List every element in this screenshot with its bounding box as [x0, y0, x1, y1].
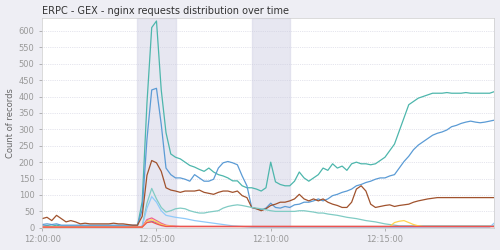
Text: ERPC - GEX - nginx requests distribution over time: ERPC - GEX - nginx requests distribution…	[42, 6, 289, 16]
Y-axis label: Count of records: Count of records	[6, 88, 15, 158]
Bar	[252, 18, 290, 228]
Bar	[138, 18, 175, 228]
